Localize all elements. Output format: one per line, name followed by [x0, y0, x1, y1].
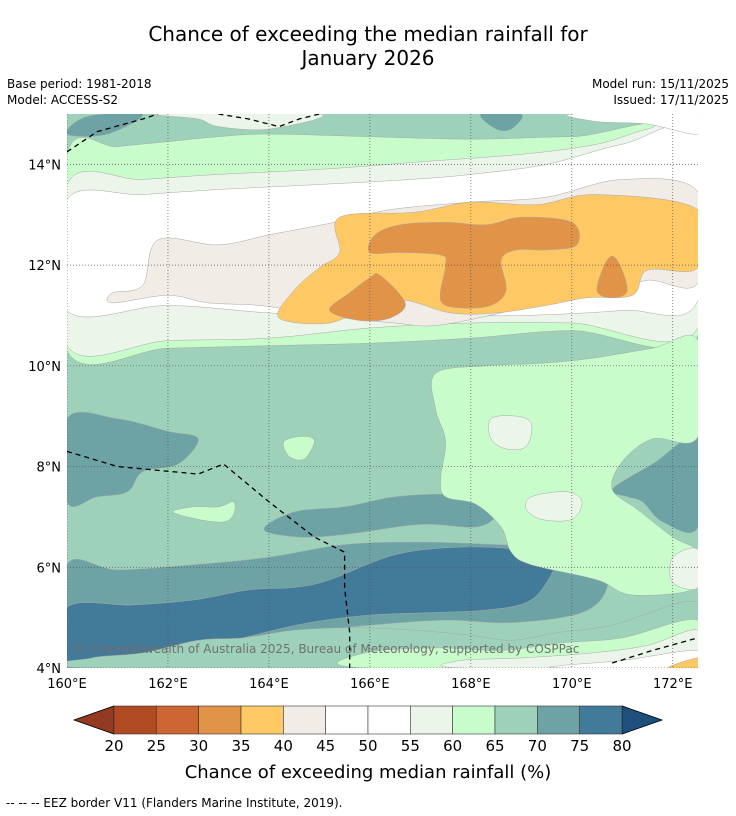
y-tick-label: 12°N — [28, 259, 61, 274]
colorbar-swatch — [156, 705, 199, 735]
colorbar-under-arrow — [72, 705, 115, 735]
info-right: Model run: 15/11/2025 Issued: 17/11/2025 — [592, 76, 729, 108]
colorbar-tick-label: 50 — [358, 737, 377, 755]
contour-band — [67, 411, 199, 507]
contour-band — [669, 547, 698, 590]
contour-band — [611, 436, 698, 533]
colorbar-tick-label: 45 — [316, 737, 335, 755]
colorbar-tick-label: 25 — [147, 737, 166, 755]
y-tick-label: 4°N — [37, 662, 62, 677]
colorbar-tick-label: 65 — [485, 737, 504, 755]
title-line-2: January 2026 — [301, 46, 435, 70]
colorbar-over-arrow — [621, 705, 664, 735]
colorbar-swatch — [198, 705, 242, 735]
y-tick-label: 10°N — [28, 360, 61, 375]
info-left: Base period: 1981-2018 Model: ACCESS-S2 — [7, 76, 152, 108]
title-line-1: Chance of exceeding the median rainfall … — [148, 22, 588, 46]
contour-band — [283, 436, 315, 461]
contour-band — [479, 114, 523, 132]
colorbar-swatch — [452, 705, 496, 735]
x-tick-label: 170°E — [552, 677, 592, 692]
y-tick-label: 8°N — [37, 461, 62, 476]
colorbar-swatch — [579, 705, 623, 735]
model-name: Model: ACCESS-S2 — [7, 93, 119, 107]
contour-band — [566, 114, 698, 135]
x-tick-label: 162°E — [148, 677, 188, 692]
eez-border — [67, 114, 698, 668]
eez-line — [218, 114, 320, 128]
y-axis-ticks: 4°N 6°N 8°N 10°N 12°N 14°N — [28, 158, 61, 677]
colorbar-swatch — [283, 705, 326, 735]
colorbar-swatch — [113, 705, 157, 735]
y-tick-label: 14°N — [28, 158, 61, 173]
colorbar-swatch — [537, 705, 580, 735]
colorbar-tick-label: 20 — [104, 737, 123, 755]
map-title: Chance of exceeding the median rainfall … — [0, 22, 736, 70]
contour-band — [667, 657, 698, 668]
colorbar-tick-label: 40 — [274, 737, 293, 755]
colorbar-label: Chance of exceeding median rainfall (%) — [185, 762, 552, 783]
colorbar-swatch — [325, 705, 369, 735]
contour-band — [172, 501, 236, 523]
colorbar: 20 25 30 35 40 45 50 55 60 65 70 75 80 — [72, 705, 664, 755]
y-tick-label: 6°N — [37, 561, 62, 576]
colorbar-tick-label: 75 — [570, 737, 589, 755]
contour-band — [488, 415, 533, 451]
colorbar-tick-label: 70 — [528, 737, 547, 755]
model-run: Model run: 15/11/2025 — [591, 77, 729, 91]
issued-date: Issued: 17/11/2025 — [613, 93, 729, 107]
base-period: Base period: 1981-2018 — [7, 77, 152, 91]
colorbar-tick-label: 80 — [612, 737, 631, 755]
contour-band — [596, 256, 628, 299]
x-tick-label: 172°E — [653, 677, 693, 692]
contour-band — [329, 273, 406, 322]
colorbar-tick-label: 60 — [443, 737, 462, 755]
colorbar-tick-label: 35 — [231, 737, 250, 755]
contour-band — [525, 491, 583, 522]
x-axis-ticks: 160°E 162°E 164°E 166°E 168°E 170°E 172°E — [47, 677, 692, 692]
graticule — [67, 114, 698, 668]
x-tick-label: 166°E — [350, 677, 390, 692]
colorbar-swatch — [240, 705, 284, 735]
colorbar-swatch — [494, 705, 538, 735]
colorbar-swatch — [367, 705, 411, 735]
contour-band — [67, 114, 143, 137]
colorbar-tick-label: 55 — [401, 737, 420, 755]
contour-band — [367, 216, 580, 309]
copyright-notice: © Commonwealth of Australia 2025, Bureau… — [74, 642, 579, 656]
contour-band — [440, 629, 698, 668]
eez-line — [612, 637, 698, 664]
x-tick-label: 164°E — [249, 677, 289, 692]
eez-line — [67, 450, 351, 668]
colorbar-swatch — [410, 705, 453, 735]
colorbar-tick-label: 30 — [189, 737, 208, 755]
x-tick-label: 160°E — [47, 677, 87, 692]
contour-band — [431, 334, 698, 596]
eez-line — [67, 114, 159, 153]
eez-footnote: -- -- -- EEZ border V11 (Flanders Marine… — [6, 796, 343, 810]
x-tick-label: 168°E — [451, 677, 491, 692]
contour-bands — [67, 114, 698, 668]
